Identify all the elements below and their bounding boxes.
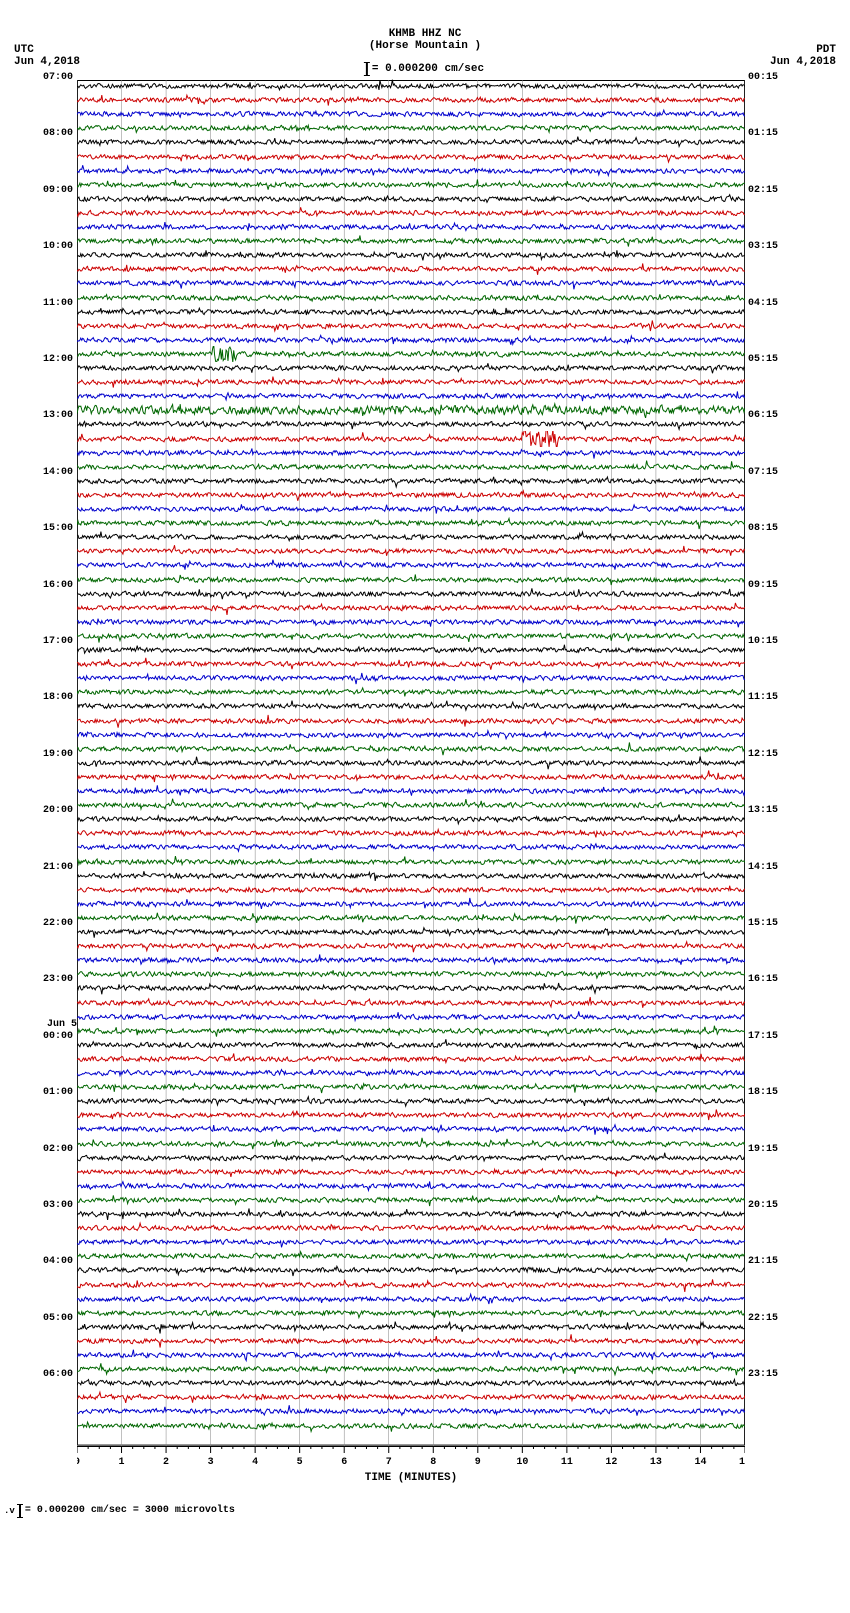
svg-text:13: 13: [650, 1457, 662, 1468]
left-date: Jun 4,2018: [14, 56, 80, 68]
pdt-label: 15:15: [745, 918, 778, 929]
pdt-label: 16:15: [745, 974, 778, 985]
pdt-label: 23:15: [745, 1369, 778, 1380]
pdt-label: 14:15: [745, 862, 778, 873]
header-left: UTC Jun 4,2018: [14, 44, 80, 68]
svg-text:10: 10: [516, 1457, 528, 1468]
plot-area: 07:0000:1508:0001:1509:0002:1510:0003:15…: [25, 80, 825, 1486]
utc-label: 23:00: [43, 974, 77, 985]
svg-text:8: 8: [430, 1457, 436, 1468]
pdt-label: 02:15: [745, 185, 778, 196]
trace: [77, 1418, 745, 1434]
pdt-label: 10:15: [745, 636, 778, 647]
utc-label: 03:00: [43, 1200, 77, 1211]
pdt-label: 06:15: [745, 410, 778, 421]
utc-label: 01:00: [43, 1087, 77, 1098]
trace-stack: 07:0000:1508:0001:1509:0002:1510:0003:15…: [77, 80, 745, 1446]
svg-text:12: 12: [605, 1457, 617, 1468]
footer-text: = 0.000200 cm/sec = 3000 microvolts: [25, 1505, 235, 1516]
utc-label: 14:00: [43, 467, 77, 478]
svg-text:0: 0: [77, 1457, 80, 1468]
pdt-label: 11:15: [745, 692, 778, 703]
trace-row: [77, 1418, 745, 1434]
pdt-label: 19:15: [745, 1144, 778, 1155]
svg-text:15: 15: [739, 1457, 745, 1468]
pdt-label: 03:15: [745, 241, 778, 252]
utc-label: 06:00: [43, 1369, 77, 1380]
utc-label: 02:00: [43, 1144, 77, 1155]
svg-text:11: 11: [561, 1457, 573, 1468]
svg-text:14: 14: [694, 1457, 706, 1468]
pdt-label: 05:15: [745, 354, 778, 365]
utc-label: 00:00Jun 5: [43, 1031, 77, 1042]
pdt-label: 20:15: [745, 1200, 778, 1211]
seismogram-container: UTC Jun 4,2018 KHMB HHZ NC (Horse Mounta…: [0, 0, 850, 1518]
scale-bar-icon: [366, 62, 368, 76]
svg-text:7: 7: [386, 1457, 392, 1468]
utc-label: 07:00: [43, 72, 77, 83]
x-axis: 0123456789101112131415TIME (MINUTES): [77, 1446, 745, 1484]
pdt-label: 21:15: [745, 1256, 778, 1267]
utc-label: 22:00: [43, 918, 77, 929]
svg-text:9: 9: [475, 1457, 481, 1468]
pdt-label: 17:15: [745, 1031, 778, 1042]
scale-bar-icon: [19, 1504, 21, 1518]
utc-label: 05:00: [43, 1313, 77, 1324]
utc-label: 20:00: [43, 805, 77, 816]
pdt-label: 18:15: [745, 1087, 778, 1098]
utc-label: 11:00: [43, 298, 77, 309]
utc-label: 10:00: [43, 241, 77, 252]
utc-label: 17:00: [43, 636, 77, 647]
footer-prefix: .v: [4, 1506, 15, 1516]
pdt-label: 04:15: [745, 298, 778, 309]
utc-label: 16:00: [43, 580, 77, 591]
utc-label: 08:00: [43, 128, 77, 139]
right-date: Jun 4,2018: [770, 56, 836, 68]
x-axis-ticks: 0123456789101112131415: [77, 1446, 745, 1470]
pdt-label: 13:15: [745, 805, 778, 816]
pdt-label: 01:15: [745, 128, 778, 139]
utc-label: 15:00: [43, 523, 77, 534]
pdt-label: 00:15: [745, 72, 778, 83]
left-timezone: UTC: [14, 44, 80, 56]
pdt-label: 07:15: [745, 467, 778, 478]
svg-text:6: 6: [341, 1457, 347, 1468]
svg-text:5: 5: [297, 1457, 303, 1468]
scale-indicator: = 0.000200 cm/sec: [366, 62, 484, 76]
pdt-label: 09:15: [745, 580, 778, 591]
utc-label: 18:00: [43, 692, 77, 703]
pdt-label: 22:15: [745, 1313, 778, 1324]
x-axis-label: TIME (MINUTES): [77, 1472, 745, 1484]
pdt-label: 12:15: [745, 749, 778, 760]
svg-text:3: 3: [208, 1457, 214, 1468]
utc-label: 12:00: [43, 354, 77, 365]
utc-label: 04:00: [43, 1256, 77, 1267]
svg-text:2: 2: [163, 1457, 169, 1468]
station-code: KHMB HHZ NC: [369, 28, 481, 40]
right-timezone: PDT: [770, 44, 836, 56]
header-right: PDT Jun 4,2018: [770, 44, 836, 68]
footer: .v = 0.000200 cm/sec = 3000 microvolts: [0, 1504, 850, 1518]
day-marker: Jun 5: [47, 1019, 77, 1030]
utc-label: 21:00: [43, 862, 77, 873]
station-location: (Horse Mountain ): [369, 40, 481, 52]
utc-label: 19:00: [43, 749, 77, 760]
scale-text: = 0.000200 cm/sec: [372, 63, 484, 75]
header: UTC Jun 4,2018 KHMB HHZ NC (Horse Mounta…: [0, 0, 850, 80]
utc-label: 13:00: [43, 410, 77, 421]
title-block: KHMB HHZ NC (Horse Mountain ): [369, 28, 481, 52]
pdt-label: 08:15: [745, 523, 778, 534]
svg-text:4: 4: [252, 1457, 258, 1468]
svg-text:1: 1: [119, 1457, 125, 1468]
utc-label: 09:00: [43, 185, 77, 196]
